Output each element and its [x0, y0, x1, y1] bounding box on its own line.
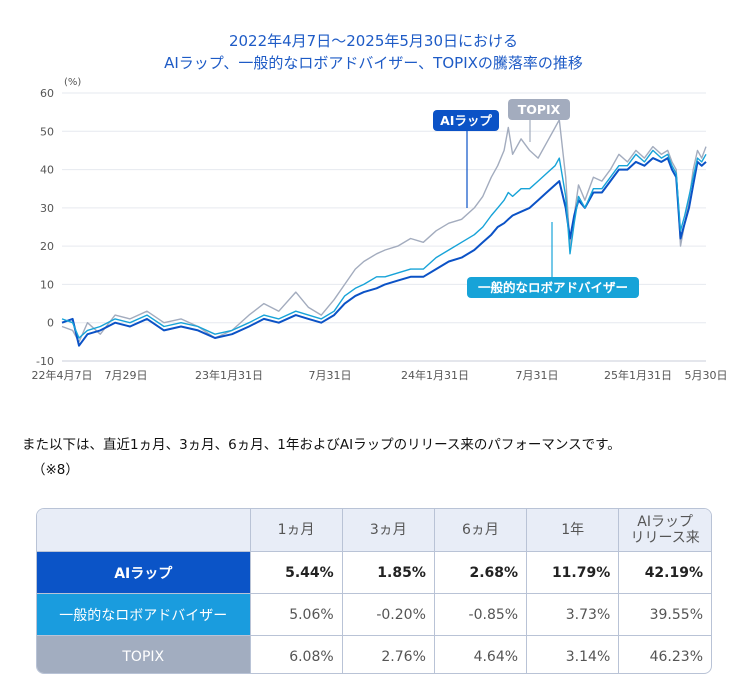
- y-tick-label: 0: [47, 317, 54, 330]
- series-line: [61, 119, 707, 343]
- x-tick-label: 5月30日: [685, 369, 728, 382]
- x-tick-label: 7月31日: [516, 369, 559, 382]
- col-header-1y: 1年: [526, 509, 620, 552]
- y-unit-label: (%): [64, 77, 81, 88]
- table-row: AIラップ 5.44% 1.85% 2.68% 11.79% 42.19%: [37, 551, 711, 594]
- x-tick-label: 25年1月31日: [604, 368, 672, 382]
- table-cell: 6.08%: [249, 635, 343, 673]
- callout-text: TOPIX: [518, 102, 561, 117]
- series-line: [61, 157, 707, 347]
- performance-table: 1ヵ月 3ヵ月 6ヵ月 1年 AIラップ リリース来 AIラップ 5.44% 1…: [36, 508, 712, 674]
- callout-box: [508, 99, 570, 120]
- series-callout-label: TOPIX: [508, 99, 570, 142]
- table-cell: 3.14%: [526, 635, 620, 673]
- x-tick-label: 7月29日: [105, 369, 148, 382]
- table-cell: 5.44%: [249, 551, 343, 594]
- col-header-6m: 6ヵ月: [433, 509, 528, 552]
- table-cell: 4.64%: [433, 635, 528, 673]
- table-cell: 42.19%: [618, 551, 711, 594]
- table-row: 一般的なロボアドバイザー 5.06% -0.20% -0.85% 3.73% 3…: [37, 593, 711, 636]
- y-tick-label: 40: [40, 164, 54, 177]
- row-label-topix: TOPIX: [37, 635, 251, 673]
- series-callout-label: AIラップ: [433, 110, 499, 208]
- callout-box: [433, 110, 499, 131]
- x-tick-label: 7月31日: [309, 369, 352, 382]
- callout-box: [467, 277, 639, 298]
- performance-note: また以下は、直近1ヵ月、3ヵ月、6ヵ月、1年およびAIラップのリリース来のパフォ…: [22, 437, 621, 453]
- table-cell: 3.73%: [526, 593, 620, 636]
- y-tick-label: 30: [40, 202, 54, 215]
- table-cell: 5.06%: [249, 593, 343, 636]
- col-header-1m: 1ヵ月: [249, 509, 343, 552]
- callout-text: AIラップ: [440, 113, 492, 128]
- col-header-since-release: AIラップ リリース来: [618, 509, 711, 552]
- x-tick-label: 24年1月31日: [401, 368, 469, 382]
- chart-title-line1: 2022年4月7日～2025年5月30日における: [228, 32, 519, 50]
- x-tick-label: 22年4月7日: [32, 368, 93, 382]
- callout-text: 一般的なロボアドバイザー: [478, 280, 628, 295]
- table-cell: 46.23%: [618, 635, 711, 673]
- table-cell: 39.55%: [618, 593, 711, 636]
- table-cell: -0.20%: [341, 593, 435, 636]
- row-label-robo-advisor: 一般的なロボアドバイザー: [37, 593, 251, 636]
- table-cell: 2.76%: [341, 635, 435, 673]
- table-row: TOPIX 6.08% 2.76% 4.64% 3.14% 46.23%: [37, 635, 711, 673]
- y-tick-label: -10: [36, 355, 54, 368]
- performance-line-chart: 60 50 40 30 20 10 0 -10 (%) 22年4月7日 7月29日 23年1月31日 7…: [32, 77, 728, 382]
- y-tick-label: 20: [40, 240, 54, 253]
- table-cell: 11.79%: [526, 551, 620, 594]
- series-callout-label: 一般的なロボアドバイザー: [467, 222, 639, 298]
- y-tick-label: 50: [40, 125, 54, 138]
- chart-title-line2: AIラップ、一般的なロボアドバイザー、TOPIXの騰落率の推移: [164, 54, 583, 72]
- x-tick-label: 23年1月31日: [195, 368, 263, 382]
- col-header-3m: 3ヵ月: [341, 509, 435, 552]
- table-cell: 1.85%: [341, 551, 435, 594]
- table-cell: 2.68%: [433, 551, 528, 594]
- y-tick-label: 60: [40, 87, 54, 100]
- y-tick-label: 10: [40, 278, 54, 291]
- table-cell: -0.85%: [433, 593, 528, 636]
- row-label-ai-wrap: AIラップ: [37, 551, 251, 594]
- performance-note-reference: （※8）: [32, 462, 79, 478]
- series-line: [61, 149, 707, 339]
- table-corner-cell: [37, 509, 251, 552]
